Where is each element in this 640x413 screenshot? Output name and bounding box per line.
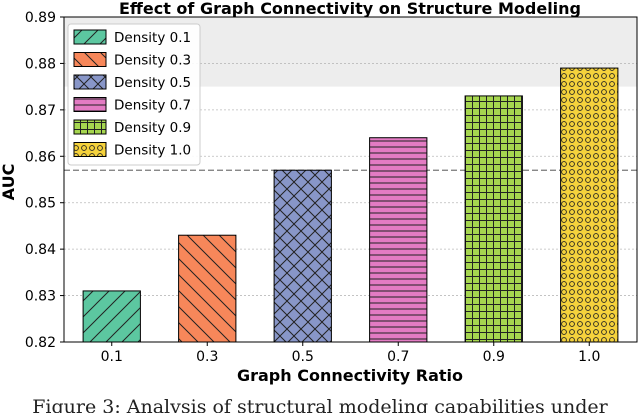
legend-swatch (73, 142, 107, 157)
legend-swatch (73, 74, 107, 90)
legend-label: Density 0.3 (114, 53, 191, 69)
legend-label: Density 0.9 (114, 120, 191, 136)
y-tick-label: 0.87 (25, 103, 56, 119)
bar-1-0 (560, 67, 619, 343)
x-tick-label: 0.7 (387, 349, 409, 365)
legend-swatch (73, 52, 107, 67)
legend-swatch (73, 97, 107, 112)
x-axis-label: Graph Connectivity Ratio (237, 366, 463, 385)
y-axis-label: AUC (0, 164, 18, 201)
x-tick-label: 0.3 (196, 349, 218, 365)
legend-label: Density 0.7 (114, 98, 191, 114)
legend: Density 0.1 Density 0.3 Density 0.5 Density… (67, 23, 201, 166)
y-tick-label: 0.82 (25, 335, 56, 351)
grid-lines (64, 63, 637, 296)
y-tick-label: 0.86 (25, 149, 56, 165)
figure-caption: Figure 3: Analysis of structural modelin… (32, 396, 608, 413)
y-tick-label: 0.84 (25, 242, 56, 258)
legend-label: Density 1.0 (114, 143, 191, 159)
bar-0-9 (464, 95, 523, 343)
x-tick-label: 0.9 (483, 349, 505, 365)
x-tick-label: 1.0 (578, 349, 600, 365)
bar-0-5 (273, 169, 332, 343)
y-tick-label: 0.83 (25, 289, 56, 305)
y-tick-label: 0.88 (25, 56, 56, 72)
bar-0-7 (369, 137, 428, 343)
chart-title: Effect of Graph Connectivity on Structur… (119, 0, 581, 18)
legend-label: Density 0.1 (114, 30, 191, 46)
bar-0-1 (82, 290, 141, 343)
y-tick-label: 0.89 (25, 10, 56, 26)
bar-0-3 (178, 234, 237, 343)
legend-label: Density 0.5 (114, 75, 191, 91)
x-axis-ticks: 0.1 0.3 0.5 0.7 0.9 1.0 (101, 342, 600, 365)
legend-swatch (73, 119, 107, 135)
x-tick-label: 0.1 (101, 349, 123, 365)
y-tick-label: 0.85 (25, 196, 56, 212)
legend-swatch (73, 29, 107, 45)
y-axis-ticks: 0.82 0.83 0.84 0.85 0.86 0.87 0.88 0.89 (25, 10, 64, 351)
plot-frame (63, 16, 638, 343)
x-tick-label: 0.5 (292, 349, 314, 365)
